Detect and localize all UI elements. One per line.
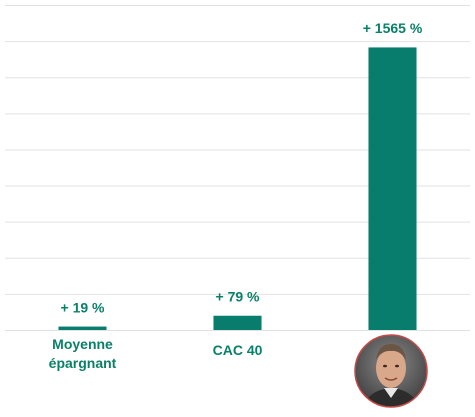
x-tick-label: Moyenne épargnant xyxy=(48,336,117,371)
value-label: + 1565 % xyxy=(363,20,423,36)
value-label: + 19 % xyxy=(61,299,106,315)
portrait xyxy=(355,335,427,407)
portrait-ring xyxy=(354,334,428,408)
value-label: + 79 % xyxy=(216,288,261,304)
bar xyxy=(58,326,107,330)
bar xyxy=(368,47,417,331)
x-tick-label: CAC 40 xyxy=(212,342,263,358)
bar xyxy=(213,315,262,330)
